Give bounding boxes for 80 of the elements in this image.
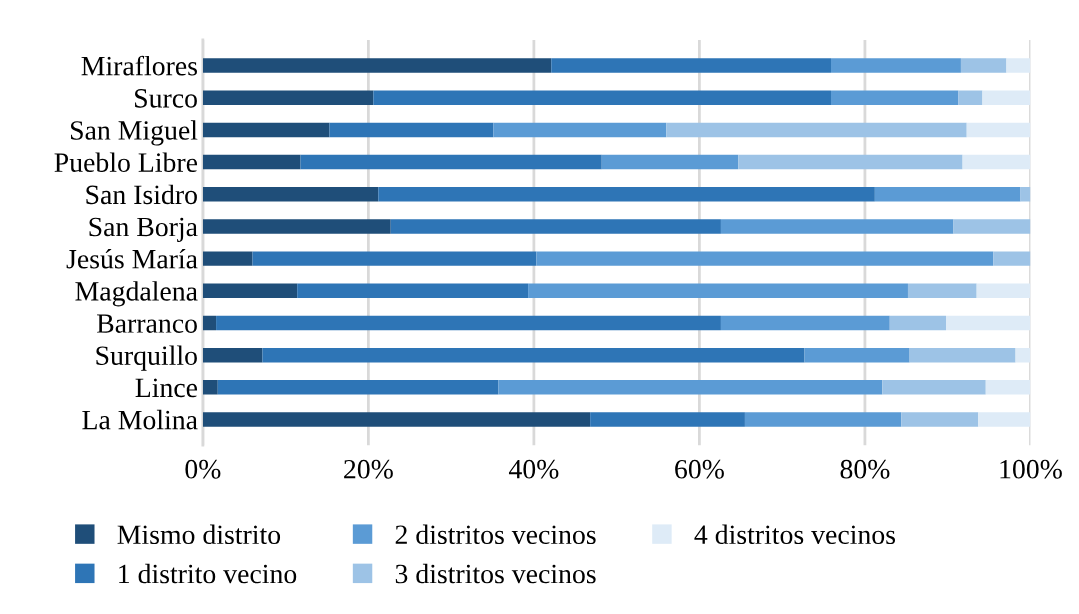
y-tick-label: Lince	[135, 378, 198, 398]
bar	[874, 187, 1021, 202]
bar	[498, 380, 883, 395]
bar	[202, 380, 218, 395]
bar	[252, 251, 537, 266]
y-tick-label: Magdalena	[75, 281, 198, 307]
bar	[202, 251, 253, 266]
bar	[1020, 187, 1031, 202]
x-tick-label: 80%	[840, 459, 890, 479]
bar	[202, 90, 374, 105]
bar	[202, 412, 591, 427]
bar	[831, 58, 961, 73]
bar	[202, 122, 330, 138]
bar	[966, 122, 1031, 138]
y-tick-label: Miraflores	[81, 55, 197, 76]
bar	[831, 90, 959, 105]
y-tick-label: Surquillo	[96, 345, 197, 371]
bar	[946, 315, 1031, 331]
bar	[738, 154, 963, 170]
bar	[300, 154, 602, 170]
bar	[297, 283, 529, 299]
bar	[528, 283, 908, 299]
bar	[901, 412, 979, 427]
bar	[978, 412, 1031, 427]
legend-label: 3 distritos vecinos	[395, 563, 596, 584]
legend-label: Mismo distrito	[117, 524, 281, 545]
x-tick-label: 60%	[675, 459, 724, 479]
bar	[373, 90, 831, 105]
bar	[889, 315, 947, 331]
bar	[202, 315, 217, 331]
bar	[329, 122, 494, 138]
bar	[1006, 58, 1031, 73]
bar	[720, 219, 954, 234]
bar	[882, 380, 986, 395]
y-tick-label: Barranco	[96, 314, 197, 333]
bar	[202, 347, 263, 363]
bar	[202, 283, 298, 299]
x-tick-label: 20%	[344, 459, 393, 479]
y-tick-label: Surco	[135, 88, 197, 108]
y-tick-label: San Miguel	[70, 120, 198, 146]
bar	[953, 219, 1031, 234]
bar	[216, 315, 721, 331]
bar	[378, 187, 875, 202]
bar	[493, 122, 667, 138]
bar	[202, 219, 391, 234]
bar	[993, 251, 1031, 266]
bar	[960, 58, 1007, 73]
bar	[804, 347, 910, 363]
bar	[390, 219, 721, 234]
bar	[909, 347, 1016, 363]
y-tick-label: San Borja	[89, 217, 198, 242]
bar	[202, 58, 552, 73]
y-tick-label: La Molina	[82, 409, 198, 430]
bar	[536, 251, 994, 266]
x-tick-label: 40%	[508, 459, 559, 479]
bar	[958, 90, 983, 105]
bar	[744, 412, 902, 427]
bar	[976, 283, 1031, 299]
bar	[985, 380, 1031, 395]
bar	[907, 283, 977, 299]
y-tick-label: San Isidro	[86, 184, 197, 205]
bar	[601, 154, 739, 170]
x-tick-label: 100%	[1000, 459, 1062, 479]
bar	[962, 154, 1031, 170]
bar	[202, 187, 379, 202]
legend-label: 1 distrito vecino	[119, 563, 297, 584]
y-tick-label: Jesús María	[66, 248, 198, 269]
bar	[202, 154, 301, 170]
bar	[217, 380, 499, 395]
bar	[551, 58, 831, 73]
bar	[982, 90, 1031, 105]
bar	[262, 347, 805, 363]
legend-label: 2 distritos vecinos	[395, 524, 596, 545]
y-tick-label: Pueblo Libre	[54, 152, 198, 172]
bar	[590, 412, 745, 427]
bar	[1015, 347, 1031, 363]
bar	[720, 315, 890, 331]
x-tick-label: 0%	[185, 459, 221, 479]
legend-label: 4 distritos vecinos	[694, 524, 896, 545]
bar	[666, 122, 967, 138]
